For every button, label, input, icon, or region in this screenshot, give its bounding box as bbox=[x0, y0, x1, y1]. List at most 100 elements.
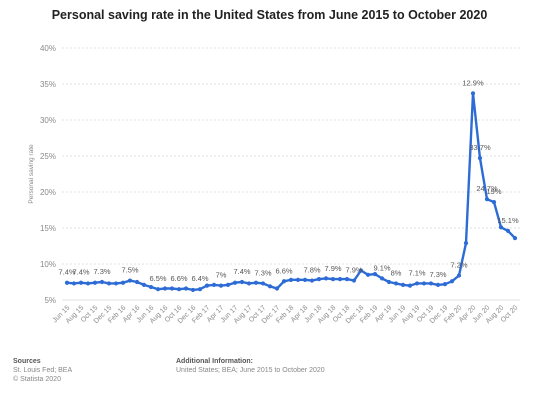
y-axis-label: Personal saving rate bbox=[28, 144, 35, 204]
data-point bbox=[449, 279, 455, 284]
data-point bbox=[239, 279, 245, 285]
sources-block: Sources St. Louis Fed; BEA © Statista 20… bbox=[13, 357, 72, 384]
data-label: 24.7% bbox=[476, 184, 498, 193]
data-label: 7.5% bbox=[121, 266, 138, 275]
data-point bbox=[512, 235, 518, 241]
data-point bbox=[85, 281, 91, 286]
data-point bbox=[435, 282, 441, 287]
data-label: 7.3% bbox=[254, 268, 271, 277]
data-point bbox=[372, 271, 378, 277]
data-point bbox=[92, 280, 98, 285]
data-point bbox=[407, 283, 413, 288]
data-label: 6.6% bbox=[275, 266, 292, 275]
data-point bbox=[491, 199, 497, 205]
sources-title: Sources bbox=[13, 358, 41, 365]
data-point bbox=[155, 287, 161, 292]
data-label: 9.1% bbox=[373, 263, 390, 272]
y-tick-label: 35% bbox=[40, 80, 56, 89]
line-chart: 5% 10% 15% 20% 25% 30% 35% 40% Personal saving r… bbox=[28, 44, 520, 325]
data-point bbox=[484, 197, 490, 202]
additional-info-title: Additional Information: bbox=[176, 358, 253, 365]
data-point bbox=[267, 284, 273, 289]
y-tick-label: 30% bbox=[40, 116, 56, 125]
data-label: 19% bbox=[486, 187, 501, 196]
data-point bbox=[253, 280, 259, 285]
data-label: 7.9% bbox=[345, 266, 362, 275]
data-point bbox=[442, 282, 448, 287]
additional-info-block: Additional Information: United States; B… bbox=[176, 357, 325, 375]
data-label: 6.4% bbox=[191, 274, 208, 283]
data-point bbox=[428, 281, 434, 286]
y-tick-label: 15% bbox=[40, 224, 56, 233]
data-point bbox=[379, 276, 385, 281]
data-label: 7.2% bbox=[450, 261, 467, 270]
data-point bbox=[78, 280, 84, 285]
data-point bbox=[134, 279, 140, 285]
data-point bbox=[99, 279, 105, 285]
data-label: 7.3% bbox=[429, 270, 446, 279]
sources-line: St. Louis Fed; BEA bbox=[13, 367, 73, 374]
data-point bbox=[169, 286, 175, 291]
data-point bbox=[190, 287, 196, 293]
data-point bbox=[302, 277, 308, 282]
data-point bbox=[274, 286, 280, 291]
data-point bbox=[141, 282, 147, 287]
data-point bbox=[197, 287, 203, 292]
data-point bbox=[113, 281, 119, 286]
data-point bbox=[211, 282, 217, 287]
data-label: 7.4% bbox=[58, 268, 75, 277]
data-point bbox=[344, 277, 350, 282]
data-point bbox=[316, 277, 322, 282]
data-point bbox=[106, 281, 112, 286]
data-point bbox=[330, 277, 336, 282]
data-point bbox=[365, 272, 371, 277]
data-point bbox=[148, 284, 154, 290]
data-point bbox=[260, 281, 266, 286]
data-point bbox=[463, 241, 469, 246]
y-tick-label: 20% bbox=[40, 188, 56, 197]
data-label: 7.1% bbox=[408, 268, 425, 277]
data-point bbox=[498, 225, 504, 230]
data-point bbox=[204, 283, 210, 288]
data-point bbox=[400, 282, 406, 287]
data-label: 7.3% bbox=[93, 267, 110, 276]
data-point bbox=[295, 277, 301, 282]
data-point bbox=[176, 287, 182, 292]
data-point bbox=[505, 228, 511, 233]
data-label: 7.4% bbox=[72, 268, 89, 277]
additional-info-line: United States; BEA; June 2015 to October… bbox=[176, 367, 325, 374]
data-point bbox=[309, 278, 315, 283]
data-point bbox=[456, 273, 462, 278]
data-point bbox=[218, 283, 224, 288]
data-point bbox=[470, 91, 476, 96]
copyright-line: © Statista 2020 bbox=[13, 376, 61, 383]
data-label: 6.6% bbox=[170, 274, 187, 283]
data-point bbox=[477, 156, 483, 161]
data-point bbox=[421, 281, 427, 286]
data-point bbox=[232, 280, 238, 285]
data-point bbox=[127, 278, 133, 283]
data-label: 7.9% bbox=[324, 264, 341, 273]
data-point bbox=[71, 281, 77, 286]
y-tick-label: 5% bbox=[44, 296, 56, 305]
data-point bbox=[288, 277, 294, 282]
data-point bbox=[351, 278, 357, 283]
data-label: 7% bbox=[216, 271, 227, 280]
y-tick-label: 10% bbox=[40, 260, 56, 269]
data-label: 7.4% bbox=[233, 267, 250, 276]
data-label: 6.5% bbox=[149, 274, 166, 283]
y-tick-label: 25% bbox=[40, 152, 56, 161]
data-label: 7.8% bbox=[303, 266, 320, 275]
data-label: 33.7% bbox=[469, 143, 491, 152]
data-point bbox=[323, 276, 329, 281]
data-point bbox=[64, 280, 70, 285]
data-point bbox=[162, 286, 168, 291]
data-point bbox=[414, 281, 420, 286]
data-point bbox=[337, 277, 343, 282]
data-label: 12.9% bbox=[462, 78, 484, 87]
data-point bbox=[120, 280, 126, 285]
data-point bbox=[281, 279, 287, 284]
y-tick-label: 40% bbox=[40, 44, 56, 53]
data-point bbox=[225, 282, 231, 287]
data-point bbox=[246, 281, 252, 286]
